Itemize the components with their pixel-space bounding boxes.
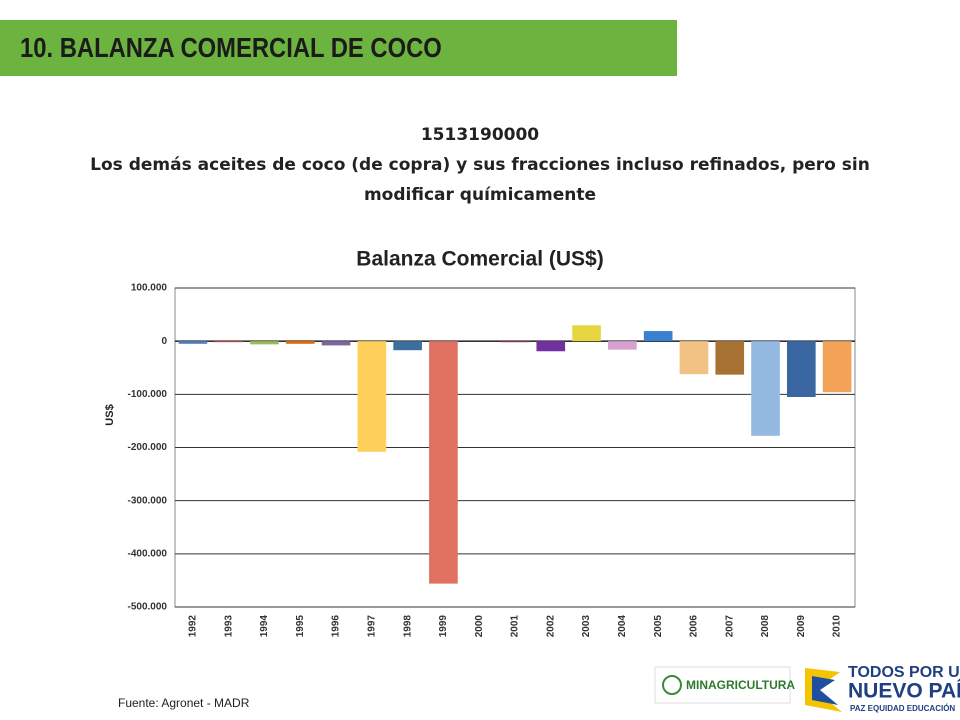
y-tick-label: 100.000 [131, 283, 168, 294]
y-tick-label: 0 [161, 336, 167, 347]
source: Fuente: Agronet - MADR [118, 696, 250, 710]
x-tick-label: 2002 [545, 615, 556, 638]
y-tick-label: -100.000 [128, 389, 168, 400]
y-tick-label: -500.000 [128, 602, 168, 613]
logo-flag [805, 668, 842, 712]
x-tick-label: 2008 [760, 615, 771, 638]
x-tick-label: 2005 [653, 615, 664, 638]
bar [285, 341, 315, 344]
bar [572, 325, 601, 342]
bar [214, 341, 243, 343]
logo-flag [812, 676, 838, 705]
bar [787, 341, 816, 397]
header-title: 10. BALANZA COMERCIAL DE COCO [20, 32, 442, 63]
product-code: 1513190000 [420, 125, 540, 145]
x-tick-label: 1992 [188, 615, 199, 638]
y-tick-label: -300.000 [128, 495, 168, 506]
bar [393, 341, 422, 351]
x-tick-label: 2004 [617, 615, 628, 638]
x-tick-label: 2000 [474, 615, 485, 638]
bar [751, 341, 780, 436]
bar [679, 341, 709, 375]
bar [608, 341, 637, 350]
header-bar: 10. BALANZA COMERCIAL DE COCO [0, 20, 677, 76]
x-tick-label: 2010 [832, 615, 843, 638]
x-tick-label: 2001 [510, 615, 521, 638]
logo-text: PAZ EQUIDAD EDUCACIÓN [850, 704, 955, 713]
bar [357, 341, 387, 452]
bar [500, 341, 530, 343]
x-tick-label: 2006 [689, 615, 700, 638]
bar [250, 341, 279, 345]
bar [536, 341, 566, 352]
x-tick-label: 1993 [223, 615, 234, 638]
bar [321, 341, 351, 346]
bar [178, 341, 208, 344]
logo-emblem [662, 675, 682, 695]
logo-text: TODOS POR UN [848, 664, 960, 681]
logo-text: NUEVO PAÍS [848, 680, 960, 703]
logo-text: MINAGRICULTURA [686, 678, 795, 692]
x-tick-label: 2003 [581, 615, 592, 638]
bar [715, 341, 745, 375]
y-axis-label: US$ [104, 404, 116, 425]
x-tick-label: 1996 [331, 615, 342, 638]
bar [429, 341, 458, 584]
x-tick-label: 1995 [295, 615, 306, 638]
x-tick-label: 1997 [366, 615, 377, 638]
x-tick-label: 2009 [796, 615, 807, 638]
description-block: 1513190000 Los demás aceites de coco (de… [60, 120, 900, 210]
chart-title: Balanza Comercial (US$) [356, 248, 603, 271]
bar [643, 331, 673, 342]
product-description: Los demás aceites de coco (de copra) y s… [90, 155, 870, 205]
x-tick-label: 1994 [259, 615, 270, 638]
bar [822, 341, 852, 393]
x-tick-label: 1999 [438, 615, 449, 638]
y-tick-label: -400.000 [128, 548, 168, 559]
x-tick-label: 2007 [724, 615, 735, 638]
x-tick-label: 1998 [402, 615, 413, 638]
y-tick-label: -200.000 [128, 442, 168, 453]
